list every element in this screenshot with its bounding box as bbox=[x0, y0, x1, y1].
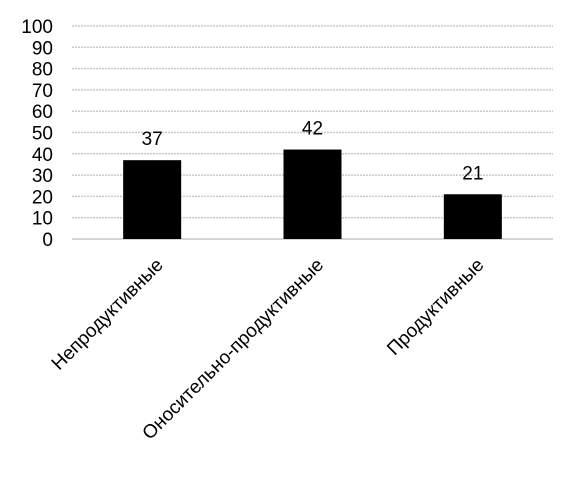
y-tick-label: 70 bbox=[32, 81, 53, 102]
bar bbox=[123, 160, 182, 239]
data-label: 42 bbox=[302, 119, 323, 140]
bar bbox=[283, 149, 342, 239]
y-tick-label: 10 bbox=[32, 209, 53, 230]
y-tick-label: 80 bbox=[32, 60, 53, 81]
y-tick-label: 90 bbox=[32, 38, 53, 59]
y-tick-label: 100 bbox=[21, 17, 53, 38]
y-tick-label: 60 bbox=[32, 102, 53, 123]
bar bbox=[443, 194, 502, 239]
y-tick-label: 40 bbox=[32, 145, 53, 166]
x-category-label: Оноcительно-продуктивные bbox=[139, 255, 329, 445]
y-tick-label: 20 bbox=[32, 187, 53, 208]
data-label: 37 bbox=[142, 129, 163, 150]
data-label: 21 bbox=[462, 163, 483, 184]
y-tick-label: 0 bbox=[42, 230, 53, 251]
bars bbox=[123, 149, 502, 239]
data-labels: 37 42 21 bbox=[142, 119, 484, 185]
y-tick-label: 30 bbox=[32, 166, 53, 187]
x-category-label: Непродуктивные bbox=[48, 255, 168, 375]
x-category-label: Продуктивные bbox=[383, 255, 488, 360]
y-tick-label: 50 bbox=[32, 124, 53, 145]
